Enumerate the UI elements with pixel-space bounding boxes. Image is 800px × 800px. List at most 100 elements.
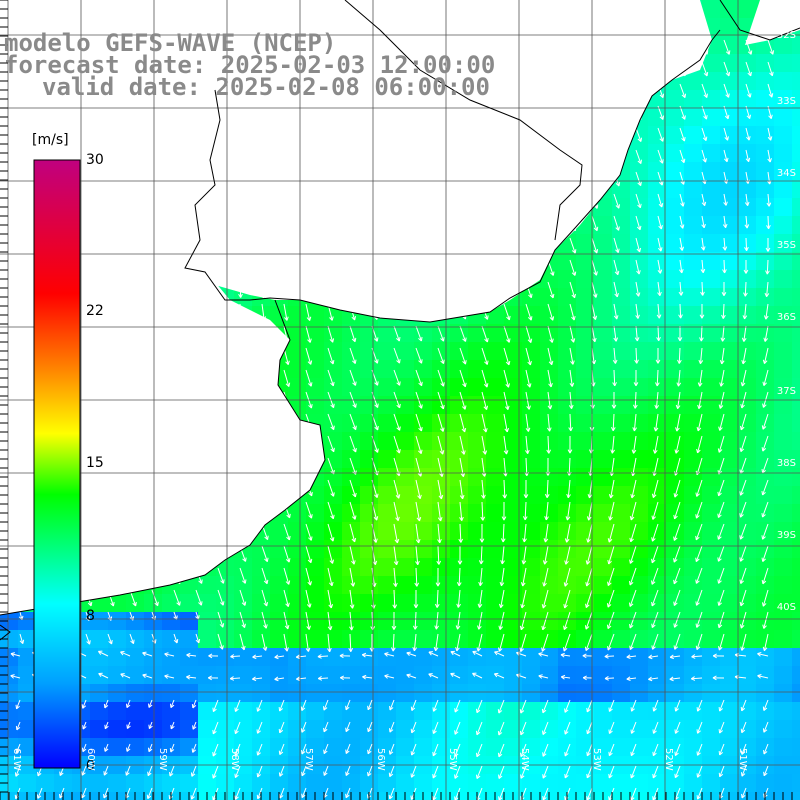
speed-cell xyxy=(396,666,414,684)
speed-cell xyxy=(378,522,396,540)
speed-cell xyxy=(684,180,702,198)
wind-arrow xyxy=(563,567,571,587)
speed-cell xyxy=(612,522,630,540)
speed-cell xyxy=(108,738,126,756)
speed-cell xyxy=(702,414,720,432)
wind-arrow xyxy=(437,479,444,500)
wind-arrow xyxy=(502,479,508,499)
speed-cell xyxy=(702,468,720,486)
speed-cell xyxy=(252,558,270,576)
speed-cell xyxy=(666,540,684,558)
speed-cell xyxy=(738,342,756,360)
speed-cell xyxy=(234,774,252,792)
speed-cell xyxy=(486,630,504,648)
wind-arrow xyxy=(279,787,285,799)
speed-cell xyxy=(432,684,450,702)
speed-cell xyxy=(720,504,738,522)
wind-arrow xyxy=(633,369,639,387)
lat-label: 32S xyxy=(776,30,796,41)
speed-cell xyxy=(558,666,576,684)
speed-cell xyxy=(702,540,720,558)
wind-arrow xyxy=(521,545,527,565)
speed-cell xyxy=(630,432,648,450)
speed-cell xyxy=(360,666,378,684)
speed-cell xyxy=(648,108,666,126)
speed-cell xyxy=(360,684,378,702)
wind-arrow xyxy=(415,413,423,432)
wind-arrow xyxy=(437,325,445,342)
wind-arrow xyxy=(761,435,769,452)
speed-cell xyxy=(504,684,522,702)
speed-cell xyxy=(702,234,720,252)
wind-arrow xyxy=(673,545,681,563)
wind-arrow xyxy=(432,699,439,712)
speed-cell xyxy=(594,738,612,756)
wind-arrow xyxy=(412,633,418,652)
speed-cell xyxy=(342,738,360,756)
speed-cell xyxy=(720,738,738,756)
speed-cell xyxy=(504,486,522,504)
lon-label: 58W xyxy=(229,748,240,771)
speed-cell xyxy=(702,162,720,180)
speed-cell xyxy=(666,558,684,576)
speed-cell xyxy=(324,432,342,450)
speed-cell xyxy=(702,144,720,162)
wind-arrow xyxy=(345,765,351,776)
wind-arrow xyxy=(657,259,663,274)
wind-arrow xyxy=(434,589,440,608)
speed-cell xyxy=(234,558,252,576)
wind-arrow xyxy=(564,721,571,735)
wind-arrow xyxy=(629,501,637,521)
speed-cell xyxy=(792,522,800,540)
wind-arrow xyxy=(717,545,725,562)
wind-arrow xyxy=(85,633,91,645)
speed-cell xyxy=(612,198,630,216)
wind-arrow xyxy=(696,699,703,712)
wind-arrow xyxy=(542,743,549,757)
wind-arrow xyxy=(388,787,395,800)
speed-cell xyxy=(738,720,756,738)
speed-cell xyxy=(774,36,792,54)
speed-cell xyxy=(306,522,324,540)
speed-cell xyxy=(486,468,504,486)
wind-arrow xyxy=(701,83,708,98)
speed-cell xyxy=(450,468,468,486)
wind-arrow xyxy=(542,567,549,587)
speed-cell xyxy=(270,306,288,324)
speed-cell xyxy=(558,450,576,468)
wind-arrow xyxy=(677,347,682,364)
wind-arrow xyxy=(367,743,373,755)
wind-arrow xyxy=(327,545,335,564)
speed-cell xyxy=(432,702,450,720)
wind-arrow xyxy=(498,589,505,609)
speed-cell xyxy=(378,504,396,522)
wind-arrow xyxy=(674,743,681,757)
wind-arrow xyxy=(415,501,422,522)
lat-label: 38S xyxy=(776,458,796,469)
wind-arrow xyxy=(192,721,197,730)
speed-cell xyxy=(288,774,306,792)
speed-cell xyxy=(738,288,756,306)
wind-arrow xyxy=(560,674,571,680)
speed-cell xyxy=(162,684,180,702)
wind-arrow xyxy=(696,413,703,432)
speed-cell xyxy=(738,540,756,558)
speed-cell xyxy=(594,468,612,486)
speed-cell xyxy=(630,576,648,594)
wind-arrow xyxy=(459,369,467,388)
wind-arrow xyxy=(591,215,599,232)
wind-arrow xyxy=(239,589,247,606)
speed-cell xyxy=(648,450,666,468)
speed-cell xyxy=(378,702,396,720)
speed-cell xyxy=(576,342,594,360)
speed-cell xyxy=(90,648,108,666)
wind-arrow xyxy=(261,611,268,629)
speed-cell xyxy=(720,612,738,630)
wind-arrow xyxy=(283,589,290,608)
speed-cell xyxy=(288,576,306,594)
speed-cell xyxy=(792,270,800,288)
wind-arrow xyxy=(696,721,703,734)
wind-arrow xyxy=(147,743,153,753)
